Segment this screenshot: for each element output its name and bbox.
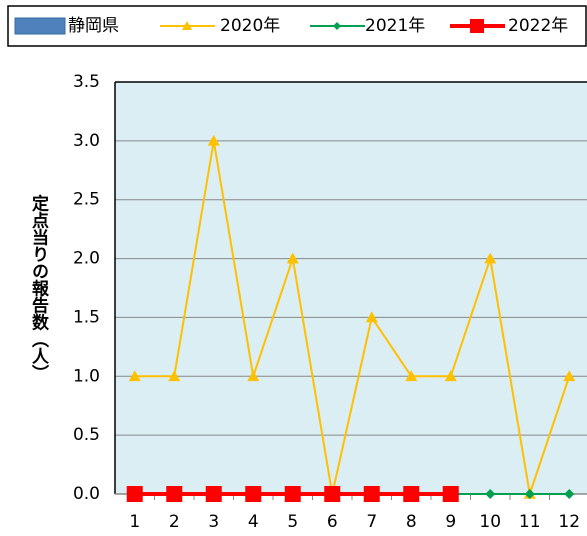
data-point: [365, 311, 378, 323]
x-tick-label: 1: [129, 512, 140, 532]
x-tick-label: 2: [169, 512, 180, 532]
y-tick-label: 2.5: [73, 190, 100, 210]
legend-swatch: [14, 17, 66, 35]
legend-marker: [333, 22, 341, 30]
data-point: [363, 486, 380, 502]
data-point: [286, 252, 299, 264]
x-tick-label: 8: [406, 512, 417, 532]
data-point: [284, 486, 301, 502]
x-tick-label: 3: [208, 512, 219, 532]
data-point: [444, 370, 457, 382]
data-point: [126, 486, 143, 502]
data-point: [442, 486, 459, 502]
legend-marker: [182, 21, 192, 30]
x-tick-label: 9: [445, 512, 456, 532]
data-point: [485, 489, 496, 499]
x-tick-label: 4: [248, 512, 259, 532]
data-point: [168, 370, 181, 382]
legend-label: 2020年: [220, 16, 280, 36]
data-point: [205, 486, 222, 502]
y-tick-label: 1.5: [73, 307, 100, 327]
legend-marker: [470, 19, 484, 33]
legend-label: 2021年: [365, 16, 425, 36]
y-tick-label: 0.0: [73, 484, 100, 504]
data-point: [128, 370, 141, 382]
y-tick-label: 2.0: [73, 249, 100, 269]
data-point: [166, 486, 183, 502]
legend-label: 静岡県: [68, 16, 119, 36]
data-point: [245, 486, 262, 502]
x-tick-label: 11: [519, 512, 541, 532]
y-tick-label: 3.5: [73, 72, 100, 92]
data-point: [207, 134, 220, 146]
x-tick-label: 7: [366, 512, 377, 532]
data-point: [403, 486, 420, 502]
plot-area: [115, 82, 587, 494]
data-point: [405, 370, 418, 382]
data-point: [324, 486, 341, 502]
x-tick-label: 10: [479, 512, 501, 532]
x-tick-label: 6: [327, 512, 338, 532]
y-tick-label: 0.5: [73, 425, 100, 445]
data-point: [563, 370, 576, 382]
y-tick-label: 1.0: [73, 366, 100, 386]
x-tick-label: 5: [287, 512, 298, 532]
legend-label: 2022年: [508, 16, 568, 36]
y-axis-label: 定点当りの報告数（人）: [28, 193, 49, 381]
data-point: [524, 489, 535, 499]
data-point: [564, 489, 575, 499]
y-tick-label: 3.0: [73, 131, 100, 151]
data-point: [247, 370, 260, 382]
data-point: [484, 252, 497, 264]
series-line: [134, 140, 571, 495]
x-tick-label: 12: [558, 512, 580, 532]
